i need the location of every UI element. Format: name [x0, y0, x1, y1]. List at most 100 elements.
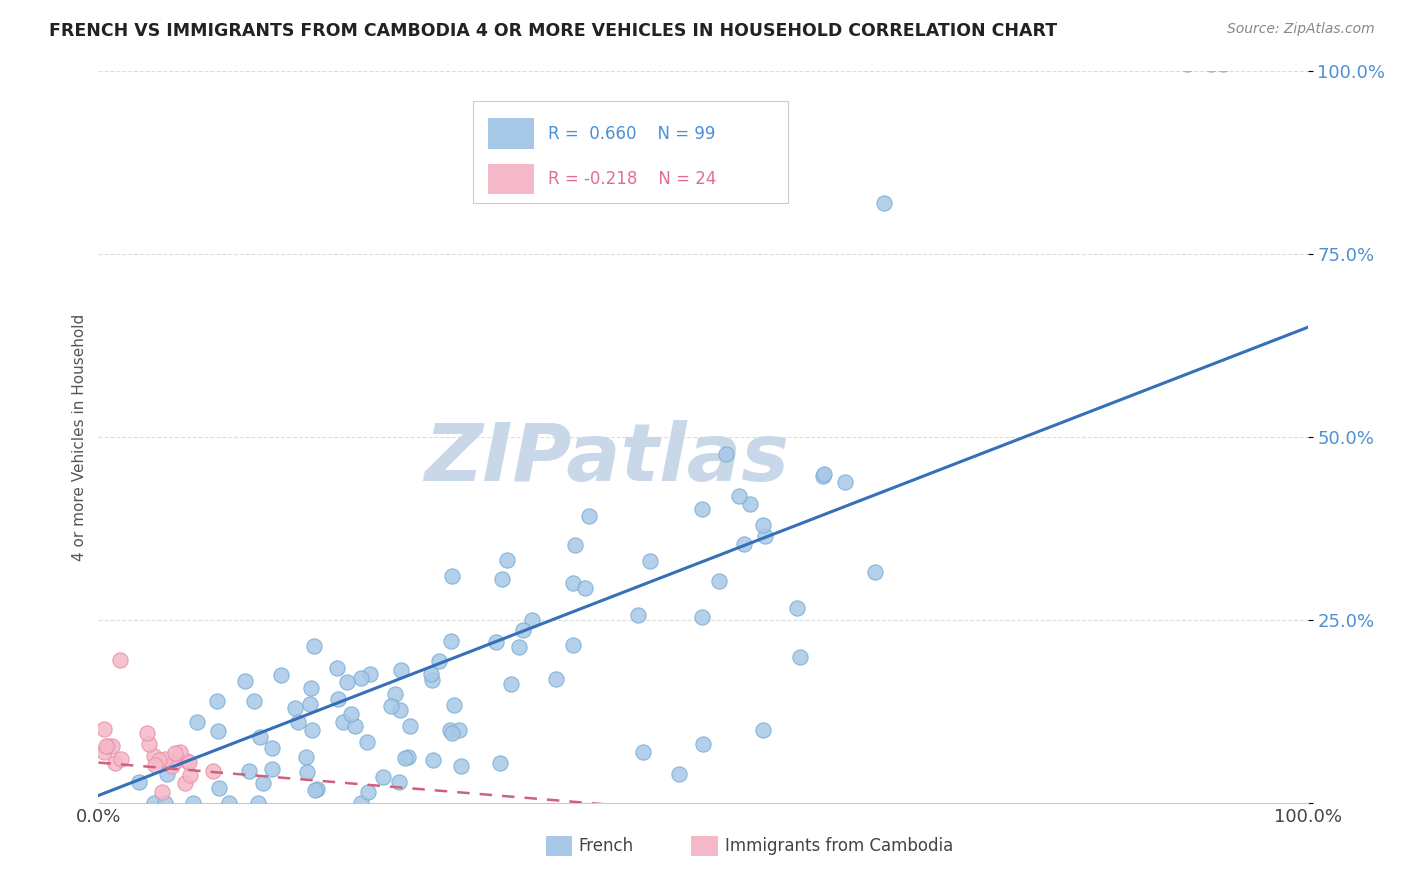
Point — [499, 676, 522, 690]
Point — [336, 675, 359, 690]
Point — [1212, 57, 1234, 71]
Point — [638, 554, 661, 568]
Point — [733, 537, 755, 551]
Point — [201, 764, 224, 778]
FancyBboxPatch shape — [474, 101, 787, 203]
Point — [740, 497, 762, 511]
Point — [235, 674, 257, 689]
Point — [668, 766, 690, 780]
Point — [165, 746, 187, 760]
Point — [284, 700, 307, 714]
Point — [97, 739, 120, 753]
Point — [173, 776, 195, 790]
Point — [789, 649, 811, 664]
Point — [1175, 57, 1198, 71]
Point — [813, 467, 835, 481]
Point — [207, 694, 229, 708]
Point — [512, 623, 534, 637]
Point — [155, 751, 177, 765]
FancyBboxPatch shape — [546, 836, 572, 856]
Point — [398, 719, 420, 733]
Point — [350, 796, 373, 810]
Point — [373, 770, 395, 784]
Point — [813, 469, 835, 483]
FancyBboxPatch shape — [488, 118, 534, 149]
Point — [396, 749, 419, 764]
Point — [340, 707, 363, 722]
Point — [101, 739, 124, 754]
Point — [110, 752, 132, 766]
Point — [93, 745, 115, 759]
Point — [450, 759, 472, 773]
Point — [218, 796, 240, 810]
Point — [252, 776, 274, 790]
Point — [520, 613, 543, 627]
Point — [136, 726, 159, 740]
Point — [574, 582, 596, 596]
Point — [627, 608, 650, 623]
Point — [208, 781, 231, 796]
Point — [690, 502, 713, 516]
Point — [295, 764, 318, 779]
Text: ZIPatlas: ZIPatlas — [423, 420, 789, 498]
Point — [143, 748, 166, 763]
Point — [489, 756, 512, 770]
Point — [163, 755, 186, 769]
Point — [440, 634, 463, 648]
Point — [350, 671, 373, 685]
Point — [332, 714, 354, 729]
Point — [427, 654, 450, 668]
Point — [326, 661, 349, 675]
Point — [301, 723, 323, 738]
Point — [93, 722, 115, 736]
Point — [692, 737, 714, 751]
Point — [176, 755, 198, 769]
Point — [181, 796, 204, 810]
Point — [578, 509, 600, 524]
Point — [108, 653, 131, 667]
Point — [179, 768, 201, 782]
Point — [96, 739, 118, 753]
FancyBboxPatch shape — [488, 163, 534, 194]
Point — [714, 447, 737, 461]
FancyBboxPatch shape — [690, 836, 717, 856]
Point — [295, 749, 318, 764]
Point — [243, 694, 266, 708]
Point — [186, 715, 208, 730]
Point — [728, 489, 751, 503]
Point — [786, 601, 808, 615]
Point — [865, 565, 887, 579]
Point — [262, 741, 284, 756]
Point — [443, 698, 465, 713]
Point — [304, 783, 326, 797]
Point — [485, 634, 508, 648]
Point — [328, 692, 350, 706]
Point — [873, 196, 896, 211]
Point — [631, 745, 654, 759]
Point — [564, 537, 586, 551]
Point — [302, 639, 325, 653]
Point — [394, 750, 416, 764]
Point — [138, 737, 160, 751]
Point — [834, 475, 856, 489]
Point — [143, 758, 166, 772]
Point — [491, 572, 513, 586]
Point — [356, 785, 378, 799]
Point — [384, 688, 406, 702]
Text: French: French — [578, 837, 634, 855]
Point — [389, 663, 412, 677]
Point — [508, 640, 530, 655]
Point — [496, 553, 519, 567]
Point — [356, 735, 378, 749]
Point — [420, 673, 443, 687]
Point — [142, 796, 165, 810]
Point — [299, 681, 322, 695]
Point — [262, 762, 284, 776]
Point — [148, 753, 170, 767]
Point — [388, 703, 411, 717]
Point — [299, 697, 322, 711]
Text: R =  0.660    N = 99: R = 0.660 N = 99 — [548, 125, 716, 143]
Point — [344, 719, 367, 733]
Point — [380, 699, 402, 714]
Text: FRENCH VS IMMIGRANTS FROM CAMBODIA 4 OR MORE VEHICLES IN HOUSEHOLD CORRELATION C: FRENCH VS IMMIGRANTS FROM CAMBODIA 4 OR … — [49, 22, 1057, 40]
